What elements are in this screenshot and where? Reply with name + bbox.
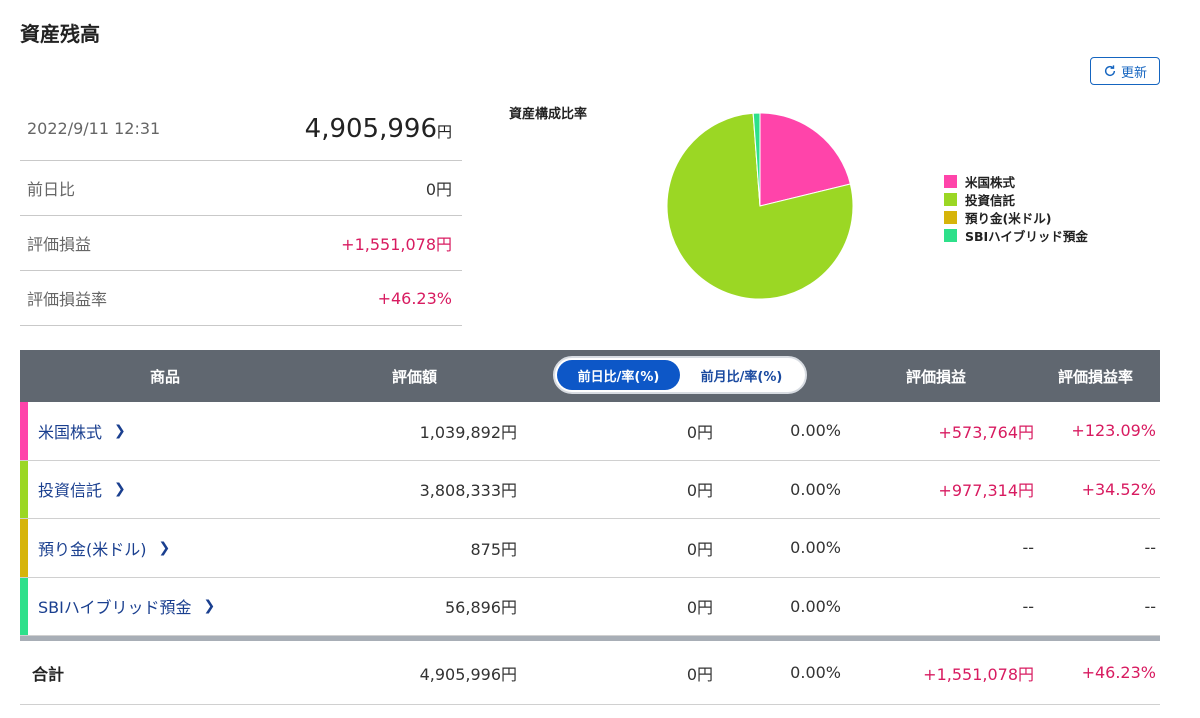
row-valuation: 56,896円 (445, 598, 517, 618)
summary-value: +46.23% (377, 288, 452, 308)
chevron-right-icon: ❯ (114, 481, 126, 498)
summary-row-day-change: 前日比 0円 (20, 161, 462, 216)
pie-slice (759, 112, 851, 207)
row-gain: +573,764円 (938, 422, 1034, 442)
row-gain-rate: +34.52% (1081, 479, 1156, 499)
pie-chart (666, 112, 854, 300)
row-valuation: 1,039,892円 (419, 422, 517, 442)
summary-total-row: 2022/9/11 12:31 4,905,996円 (20, 97, 462, 161)
header-valuation: 評価額 (392, 367, 438, 386)
row-color-bar (20, 577, 28, 635)
row-gain-rate: -- (1144, 596, 1156, 616)
legend-swatch (944, 192, 957, 206)
row-product-name: SBIハイブリッド預金 (38, 598, 192, 618)
legend-label: 投資信託 (965, 192, 1016, 208)
header-product: 商品 (150, 367, 181, 386)
summary-label: 評価損益率 (27, 290, 108, 309)
chart-title: 資産構成比率 (509, 107, 588, 122)
summary-value: +1,551,078円 (341, 235, 452, 254)
row-product-link[interactable]: 投資信託 ❯ (38, 461, 126, 519)
summary-label: 評価損益 (27, 235, 92, 254)
total-change: 0円 (686, 664, 713, 684)
summary-timestamp: 2022/9/11 12:31 (27, 119, 161, 138)
table-header: 商品 評価額 前日比/率(%) 前月比/率(%) 評価損益 評価損益率 (20, 350, 1160, 402)
legend-swatch (944, 210, 957, 224)
holdings-table: 商品 評価額 前日比/率(%) 前月比/率(%) 評価損益 評価損益率 米国株式… (20, 350, 1160, 705)
row-change-rate: 0.00% (790, 421, 841, 441)
row-color-bar (20, 519, 28, 577)
legend-item: 米国株式 (944, 172, 1088, 190)
row-product-name: 投資信託 (38, 481, 103, 501)
row-product-link[interactable]: 預り金(米ドル) ❯ (38, 519, 170, 577)
table-row: 投資信託 ❯ 3,808,333円 0円 0.00% +977,314円 +34.… (20, 460, 1160, 519)
row-product-link[interactable]: 米国株式 ❯ (38, 402, 126, 460)
toggle-day-change[interactable]: 前日比/率(%) (557, 360, 680, 390)
row-valuation: 875円 (470, 539, 517, 559)
change-period-toggle: 前日比/率(%) 前月比/率(%) (553, 356, 807, 394)
row-change: 0円 (686, 539, 713, 559)
table-row: SBIハイブリッド預金 ❯ 56,896円 0円 0.00% -- -- (20, 577, 1160, 636)
legend-swatch (944, 174, 957, 188)
header-gain: 評価損益 (906, 367, 967, 386)
header-gain-rate: 評価損益率 (1058, 367, 1134, 386)
row-change-rate: 0.00% (790, 596, 841, 616)
chevron-right-icon: ❯ (158, 539, 171, 556)
legend-item: 投資信託 (944, 190, 1088, 208)
refresh-button[interactable]: 更新 (1090, 57, 1160, 85)
refresh-label: 更新 (1120, 64, 1147, 80)
total-gain: +1,551,078円 (923, 664, 1034, 684)
summary-total-value: 4,905,996円 (305, 114, 452, 144)
total-valuation: 4,905,996円 (419, 664, 517, 684)
total-change-rate: 0.00% (790, 663, 841, 682)
row-valuation: 3,808,333円 (419, 481, 517, 501)
row-change-rate: 0.00% (790, 479, 841, 499)
chevron-right-icon: ❯ (114, 422, 126, 439)
table-divider (20, 636, 1160, 641)
row-change: 0円 (686, 598, 713, 618)
pie-slice (752, 112, 761, 207)
row-color-bar (20, 460, 28, 518)
row-change: 0円 (686, 481, 713, 501)
legend-label: SBIハイブリッド預金 (965, 228, 1088, 244)
total-value-number: 4,905,996 (304, 113, 437, 144)
summary-panel: 2022/9/11 12:31 4,905,996円 前日比 0円 評価損益 +… (20, 97, 462, 326)
legend-item: SBIハイブリッド預金 (944, 226, 1088, 244)
row-color-bar (20, 402, 28, 460)
row-gain: -- (1022, 596, 1034, 616)
page-title: 資産残高 (20, 22, 100, 46)
legend-label: 預り金(米ドル) (965, 210, 1052, 226)
pie-slice (666, 112, 854, 300)
chevron-right-icon: ❯ (203, 598, 216, 615)
summary-value: 0円 (425, 180, 452, 199)
row-product-name: 米国株式 (38, 422, 103, 442)
summary-row-gain-rate: 評価損益率 +46.23% (20, 271, 462, 326)
total-value-unit: 円 (436, 122, 452, 141)
summary-row-gain: 評価損益 +1,551,078円 (20, 216, 462, 271)
table-row: 米国株式 ❯ 1,039,892円 0円 0.00% +573,764円 +123… (20, 402, 1160, 461)
row-product-link[interactable]: SBIハイブリッド預金 ❯ (38, 578, 215, 636)
row-change-rate: 0.00% (790, 538, 841, 558)
legend-item: 預り金(米ドル) (944, 208, 1088, 226)
legend-swatch (944, 228, 957, 242)
total-gain-rate: +46.23% (1081, 663, 1156, 682)
row-gain: +977,314円 (938, 481, 1034, 501)
chart-legend: 米国株式 投資信託 預り金(米ドル) SBIハイブリッド預金 (944, 172, 1088, 244)
legend-label: 米国株式 (965, 174, 1016, 190)
row-gain-rate: +123.09% (1071, 421, 1156, 441)
row-product-name: 預り金(米ドル) (38, 539, 147, 559)
refresh-icon (1104, 65, 1116, 77)
table-total-row: 合計 4,905,996円 0円 0.00% +1,551,078円 +46.2… (20, 641, 1160, 705)
table-row: 預り金(米ドル) ❯ 875円 0円 0.00% -- -- (20, 519, 1160, 578)
row-gain: -- (1022, 538, 1034, 558)
row-change: 0円 (686, 422, 713, 442)
row-gain-rate: -- (1144, 538, 1156, 558)
summary-label: 前日比 (27, 180, 76, 199)
toggle-month-change[interactable]: 前月比/率(%) (700, 369, 783, 385)
total-label: 合計 (32, 664, 65, 684)
